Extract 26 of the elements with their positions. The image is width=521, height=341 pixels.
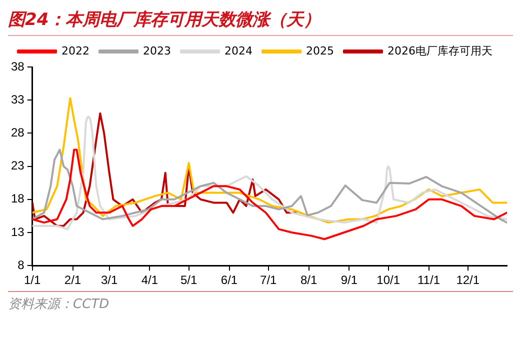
chart-title: 图24：本周电厂库存可用天数微涨（天）	[8, 8, 513, 36]
x-tick-label: 1/1	[24, 273, 42, 288]
legend-label: 2024	[224, 44, 252, 58]
legend-label: 2025	[306, 44, 334, 58]
x-tick-label: 6/1	[220, 273, 238, 288]
x-tick-label: 10/1	[376, 273, 400, 288]
x-tick-label: 3/1	[100, 273, 118, 288]
x-tick-label: 8/1	[300, 273, 318, 288]
legend-label: 2023	[142, 44, 171, 58]
y-tick-label: 18	[10, 192, 25, 206]
y-tick-label: 33	[10, 92, 25, 106]
legend-label: 2022	[62, 44, 90, 58]
x-tick-label: 12/1	[456, 273, 480, 288]
x-tick-label: 4/1	[141, 273, 158, 288]
y-tick-label: 38	[10, 59, 25, 74]
x-tick-label: 2/1	[64, 273, 82, 288]
y-tick-label: 8	[18, 258, 25, 272]
y-tick-label: 23	[10, 158, 25, 173]
y-tick-label: 28	[10, 126, 25, 140]
x-tick-label: 11/1	[418, 273, 440, 288]
x-tick-label: 5/1	[180, 273, 198, 288]
x-tick-label: 7/1	[260, 273, 278, 288]
text: 资料来源：CCTD	[8, 296, 110, 313]
x-tick-label: 9/1	[340, 273, 358, 288]
legend-label: 2026电厂库存可用天	[387, 44, 492, 58]
y-tick-label: 13	[10, 224, 25, 239]
